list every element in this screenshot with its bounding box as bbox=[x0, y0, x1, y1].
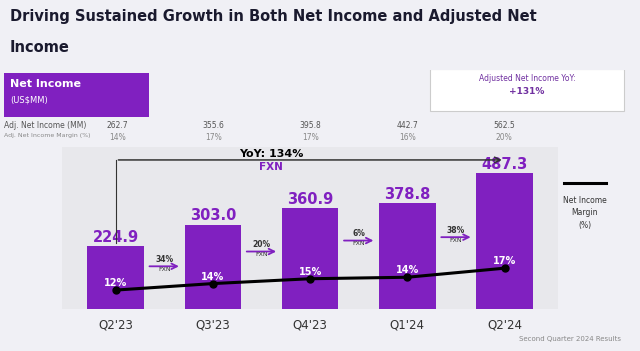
Text: 17%: 17% bbox=[493, 256, 516, 266]
Text: Net Income
Margin
(%): Net Income Margin (%) bbox=[563, 196, 607, 230]
Text: 14%: 14% bbox=[396, 265, 419, 275]
Text: FXN: FXN bbox=[259, 162, 283, 172]
Bar bbox=[379, 204, 436, 309]
Text: Second Quarter 2024 Results: Second Quarter 2024 Results bbox=[519, 336, 621, 342]
Text: FXN: FXN bbox=[158, 267, 170, 272]
Bar bbox=[88, 246, 144, 309]
Text: FXN: FXN bbox=[450, 238, 462, 243]
Text: Adj. Net Income Margin (%): Adj. Net Income Margin (%) bbox=[4, 133, 90, 138]
Text: Adj. Net Income (MM): Adj. Net Income (MM) bbox=[4, 121, 86, 130]
Text: 487.3: 487.3 bbox=[481, 157, 528, 172]
Text: 17%: 17% bbox=[205, 133, 222, 143]
Text: Net Income: Net Income bbox=[10, 79, 81, 89]
Text: 14%: 14% bbox=[109, 133, 125, 143]
Text: 6%: 6% bbox=[352, 229, 365, 238]
Text: 262.7: 262.7 bbox=[106, 121, 128, 130]
Text: 395.8: 395.8 bbox=[300, 121, 321, 130]
Text: 20%: 20% bbox=[495, 133, 512, 143]
Text: 16%: 16% bbox=[399, 133, 415, 143]
Text: 224.9: 224.9 bbox=[93, 230, 139, 245]
Text: Adjusted Net Income YoY:: Adjusted Net Income YoY: bbox=[479, 74, 575, 83]
Text: FXN: FXN bbox=[353, 241, 365, 246]
Text: FXN: FXN bbox=[255, 252, 268, 257]
Text: 15%: 15% bbox=[298, 267, 322, 277]
Text: 14%: 14% bbox=[201, 272, 225, 282]
Bar bbox=[184, 225, 241, 309]
Text: Income: Income bbox=[10, 40, 70, 55]
Text: 303.0: 303.0 bbox=[189, 208, 236, 223]
Text: (US$MM): (US$MM) bbox=[10, 95, 48, 104]
Text: 38%: 38% bbox=[447, 226, 465, 235]
Text: 442.7: 442.7 bbox=[396, 121, 418, 130]
Text: +131%: +131% bbox=[509, 87, 545, 96]
Text: YoY: 134%: YoY: 134% bbox=[239, 148, 303, 159]
Bar bbox=[476, 173, 532, 309]
Text: 355.6: 355.6 bbox=[203, 121, 225, 130]
FancyBboxPatch shape bbox=[430, 69, 624, 111]
Text: 562.5: 562.5 bbox=[493, 121, 515, 130]
Text: Driving Sustained Growth in Both Net Income and Adjusted Net: Driving Sustained Growth in Both Net Inc… bbox=[10, 9, 536, 24]
Text: 360.9: 360.9 bbox=[287, 192, 333, 207]
Bar bbox=[282, 208, 339, 309]
Text: 378.8: 378.8 bbox=[384, 187, 431, 202]
Text: 12%: 12% bbox=[104, 278, 127, 288]
Text: 17%: 17% bbox=[302, 133, 319, 143]
FancyBboxPatch shape bbox=[4, 73, 149, 117]
Text: 34%: 34% bbox=[155, 255, 173, 264]
Text: 20%: 20% bbox=[252, 240, 271, 249]
